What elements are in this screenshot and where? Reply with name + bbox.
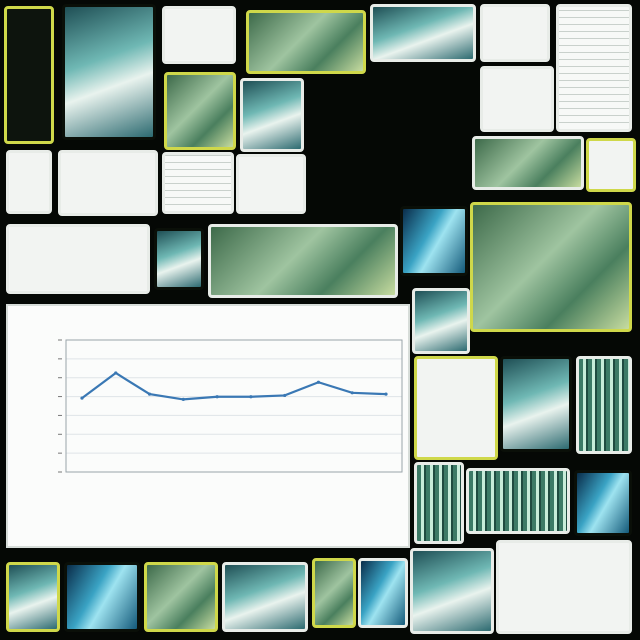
thumb-stone-carving [370,4,476,62]
main-line-chart [6,304,410,548]
series-points [80,371,388,401]
thumb-fern-leaf [240,78,304,152]
data-point [350,391,354,395]
thumb-coin [496,540,632,634]
thumb-forest-photo [246,10,366,74]
thumb-waterfall [6,562,60,632]
data-point [384,392,388,396]
chart-gridlines [65,339,403,473]
series-line [81,371,387,401]
thumb-moss-closeup [400,206,468,276]
thumb-table-scan [162,152,234,214]
thumb-leaf-2 [222,562,308,632]
thumb-spreadsheet-page [556,4,632,132]
thumb-document-scan [162,6,236,64]
thumb-rock-formation [470,202,632,332]
thumb-leaf-1 [144,562,218,632]
thumb-line-chart-small [480,66,554,132]
data-point [114,371,118,375]
thumb-wheat-print [586,138,636,192]
thumb-water-ripples [358,558,408,628]
thumb-shell [410,548,494,634]
thumb-yellow-line-chart [414,356,498,460]
thumb-fish-photo [154,228,204,290]
thumb-cloud-photo [412,288,470,354]
data-point [215,395,219,399]
data-point [80,396,84,400]
thumb-reeds-3 [466,468,570,534]
thumb-circuit-board [164,72,236,150]
thumb-bar-chart-small [58,150,158,216]
data-point [147,392,152,396]
thumb-palm-leaves [472,136,584,190]
thumb-abstract-phone [4,6,54,144]
thumb-microbe-photo [208,224,398,298]
data-point [316,380,321,384]
thumb-report-page [480,4,550,62]
chart-canvas [58,339,403,473]
data-point [249,395,253,399]
thumb-lens-photo [64,562,140,632]
thumb-area-chart [6,224,150,294]
data-point [181,397,185,401]
thumb-reeds-1 [576,356,632,454]
thumb-eye-icon [500,356,572,452]
thumb-reeds-2 [414,462,464,544]
y-axis-ticks [58,339,62,473]
data-point [283,393,287,398]
thumb-mask-sculpture [62,4,156,140]
thumb-histogram-chart [6,150,52,214]
thumb-leaf-3 [312,558,356,628]
thumb-tiled-chart [236,154,306,214]
plot-frame [65,339,403,473]
thumb-marble-sphere [574,470,632,536]
